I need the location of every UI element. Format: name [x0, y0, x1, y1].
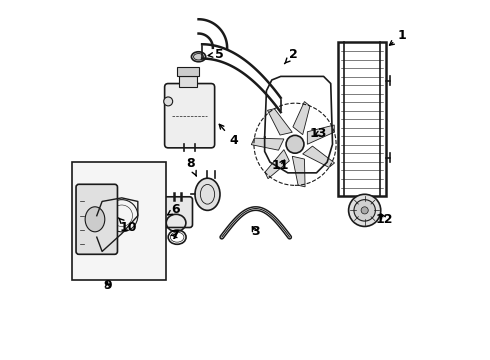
Text: 13: 13	[310, 127, 327, 140]
Bar	[338, 42, 386, 196]
Text: 12: 12	[375, 213, 393, 226]
Text: 3: 3	[251, 225, 259, 238]
Text: 10: 10	[119, 218, 137, 234]
Ellipse shape	[361, 207, 368, 214]
Polygon shape	[292, 156, 305, 187]
FancyBboxPatch shape	[165, 84, 215, 148]
Ellipse shape	[85, 207, 105, 232]
Ellipse shape	[192, 52, 206, 62]
Text: 8: 8	[186, 157, 196, 176]
Text: 7: 7	[170, 229, 179, 242]
Text: 11: 11	[271, 159, 289, 172]
Polygon shape	[251, 138, 284, 150]
Polygon shape	[307, 125, 334, 144]
FancyBboxPatch shape	[76, 184, 118, 254]
Text: 6: 6	[168, 203, 180, 216]
Text: 9: 9	[103, 279, 112, 292]
Polygon shape	[268, 109, 292, 135]
Bar	[179, 76, 197, 87]
Ellipse shape	[286, 135, 304, 153]
Polygon shape	[303, 146, 335, 167]
Ellipse shape	[348, 194, 381, 226]
Text: 4: 4	[219, 124, 238, 147]
Bar	[177, 67, 198, 76]
Ellipse shape	[354, 200, 375, 221]
Text: 2: 2	[285, 48, 298, 64]
Polygon shape	[293, 102, 310, 135]
Bar	[72, 162, 167, 280]
FancyBboxPatch shape	[160, 197, 193, 228]
Ellipse shape	[164, 97, 172, 106]
Polygon shape	[265, 150, 289, 179]
Ellipse shape	[195, 178, 220, 210]
Text: 1: 1	[390, 29, 407, 45]
Text: 5: 5	[208, 48, 223, 61]
